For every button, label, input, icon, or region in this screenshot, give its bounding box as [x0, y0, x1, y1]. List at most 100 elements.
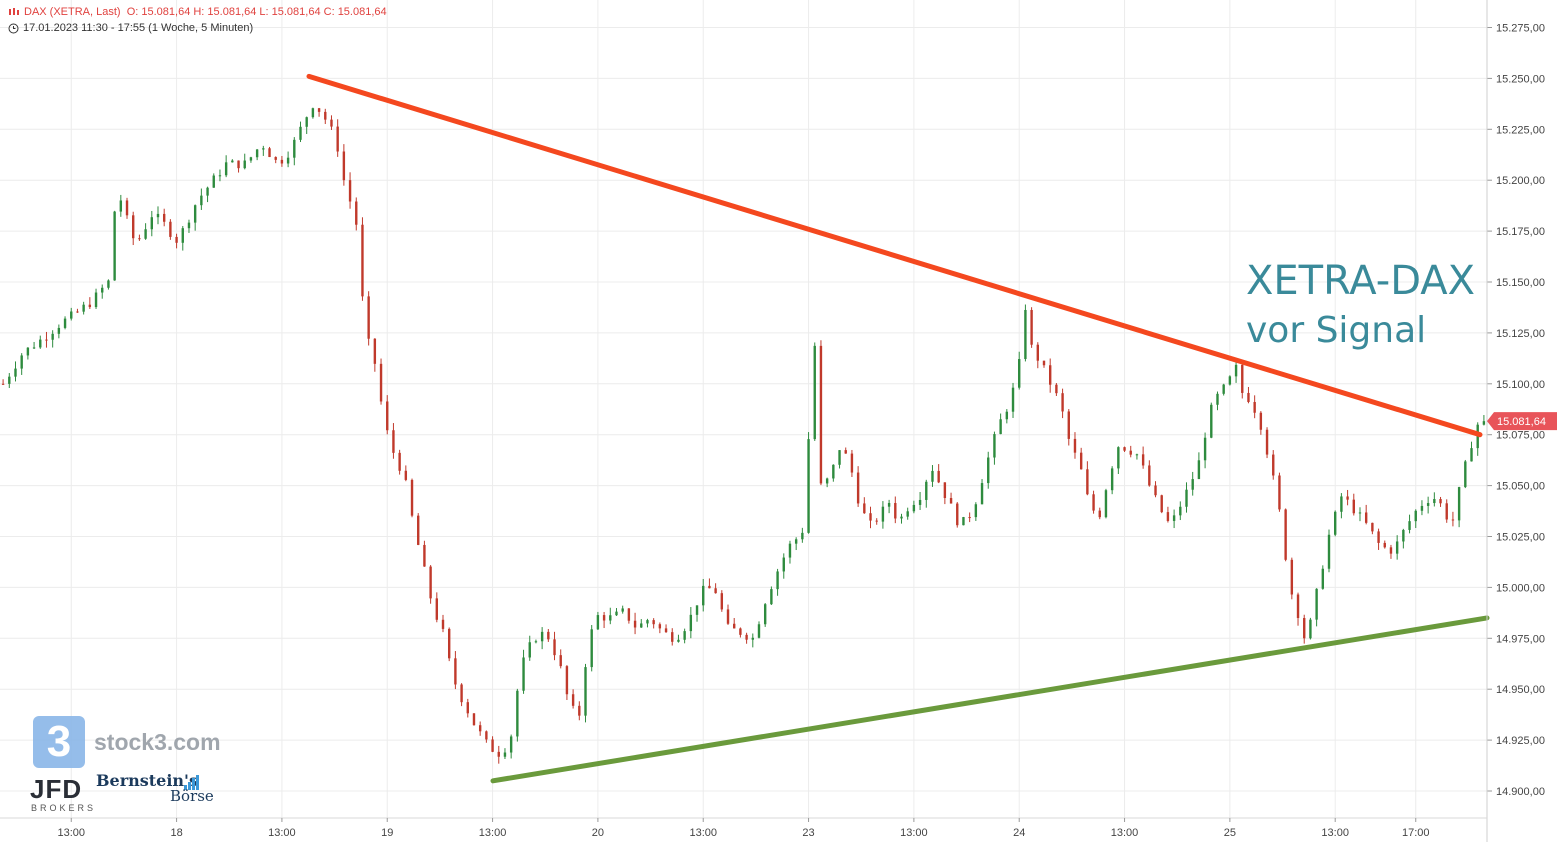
candle-body	[1117, 447, 1120, 469]
x-tick-label: 24	[1013, 827, 1025, 839]
candle-body	[751, 637, 754, 640]
candle-body	[485, 731, 488, 740]
candle-body	[1272, 454, 1275, 476]
candle-body	[355, 201, 358, 225]
candle-body	[187, 222, 191, 229]
candle-body	[702, 585, 705, 606]
candle-body	[1228, 376, 1232, 385]
candle-body	[1451, 519, 1455, 521]
candle-body	[1402, 529, 1405, 542]
candle-body	[565, 666, 569, 695]
candle-body	[373, 338, 377, 364]
candle-body	[1191, 479, 1194, 490]
price-tag-shape	[1487, 412, 1557, 431]
candle-body	[206, 187, 209, 196]
candle-body	[1389, 547, 1393, 554]
candle-body	[57, 327, 61, 334]
candle-body	[1036, 344, 1040, 361]
candle-body	[1179, 506, 1182, 516]
candle-body	[1018, 359, 1021, 388]
candle-body	[819, 345, 823, 484]
candle-body	[1315, 588, 1318, 620]
candle-body	[547, 631, 550, 640]
candle-body	[776, 571, 779, 590]
trendline-layer	[306, 73, 1490, 784]
candle-body	[559, 655, 562, 667]
x-tick-label: 13:00	[479, 827, 507, 839]
candle-body	[962, 517, 965, 526]
y-tick-label: 15.000,00	[1496, 582, 1545, 594]
candle-body	[330, 119, 333, 127]
candle-body	[1154, 485, 1157, 496]
clock-icon	[8, 23, 19, 34]
candle-body	[739, 628, 742, 635]
candle-body	[460, 684, 463, 703]
instrument-label: DAX (XETRA, Last)	[24, 6, 121, 18]
x-tick-label: 13:00	[1111, 827, 1139, 839]
candle-body	[763, 604, 767, 625]
candle-body	[200, 195, 203, 206]
y-tick-label: 14.900,00	[1496, 786, 1545, 798]
candle-body	[1141, 454, 1145, 466]
candle-body	[733, 623, 736, 629]
candle-body	[101, 287, 104, 293]
candle-body	[1253, 401, 1256, 413]
candle-body	[689, 614, 693, 632]
y-tick-label: 15.150,00	[1496, 277, 1545, 289]
candle-body	[1395, 541, 1399, 554]
candle-body	[1296, 594, 1300, 619]
candle-body	[1203, 437, 1207, 461]
candle-body	[132, 215, 135, 239]
candle-body	[794, 539, 798, 544]
y-tick-label: 15.050,00	[1496, 481, 1545, 493]
candle-body	[534, 641, 538, 643]
candle-body	[714, 588, 717, 594]
candle-body	[503, 752, 507, 757]
candle-body	[255, 149, 259, 158]
candle-body	[875, 520, 878, 522]
candle-body	[807, 439, 810, 533]
candle-body	[869, 513, 872, 521]
candle-body	[671, 632, 674, 642]
candle-body	[1098, 510, 1101, 518]
candle-body	[8, 376, 11, 384]
candle-body	[26, 347, 30, 356]
candle-body	[1160, 495, 1163, 513]
last-price-tag: 15.081,64	[1487, 412, 1557, 431]
candles-layer	[1, 107, 1486, 764]
candle-body	[528, 642, 531, 658]
candle-body	[1079, 452, 1083, 470]
candle-body	[1005, 411, 1009, 420]
y-tick-label: 15.225,00	[1496, 124, 1545, 136]
candle-body	[1321, 568, 1325, 589]
candle-body	[367, 296, 370, 339]
candle-body	[1185, 489, 1188, 507]
candle-body	[540, 631, 544, 642]
candle-body	[82, 304, 85, 312]
bernstein-logo: Bernstein's	[96, 771, 198, 790]
candle-body	[237, 160, 240, 169]
candle-body	[441, 619, 445, 629]
candle-body	[119, 200, 123, 212]
candle-body	[1166, 512, 1170, 521]
candle-body	[435, 598, 439, 620]
candle-body	[1172, 515, 1176, 521]
candle-body	[974, 504, 978, 518]
candle-body	[417, 515, 420, 545]
candle-body	[138, 238, 141, 240]
candle-body	[51, 333, 54, 340]
candle-body	[980, 483, 984, 505]
candle-body	[1303, 618, 1306, 639]
candle-body	[1377, 531, 1380, 543]
candle-body	[931, 470, 934, 482]
candle-body	[856, 472, 860, 504]
candle-body	[825, 478, 829, 484]
candle-body	[1216, 393, 1219, 405]
range-info: 17.01.2023 11:30 - 17:55 (1 Woche, 5 Min…	[8, 22, 253, 34]
candle-body	[683, 631, 686, 640]
candle-body	[1055, 384, 1058, 394]
candle-body	[175, 236, 178, 243]
candle-body	[906, 511, 909, 517]
candle-body	[943, 482, 947, 499]
